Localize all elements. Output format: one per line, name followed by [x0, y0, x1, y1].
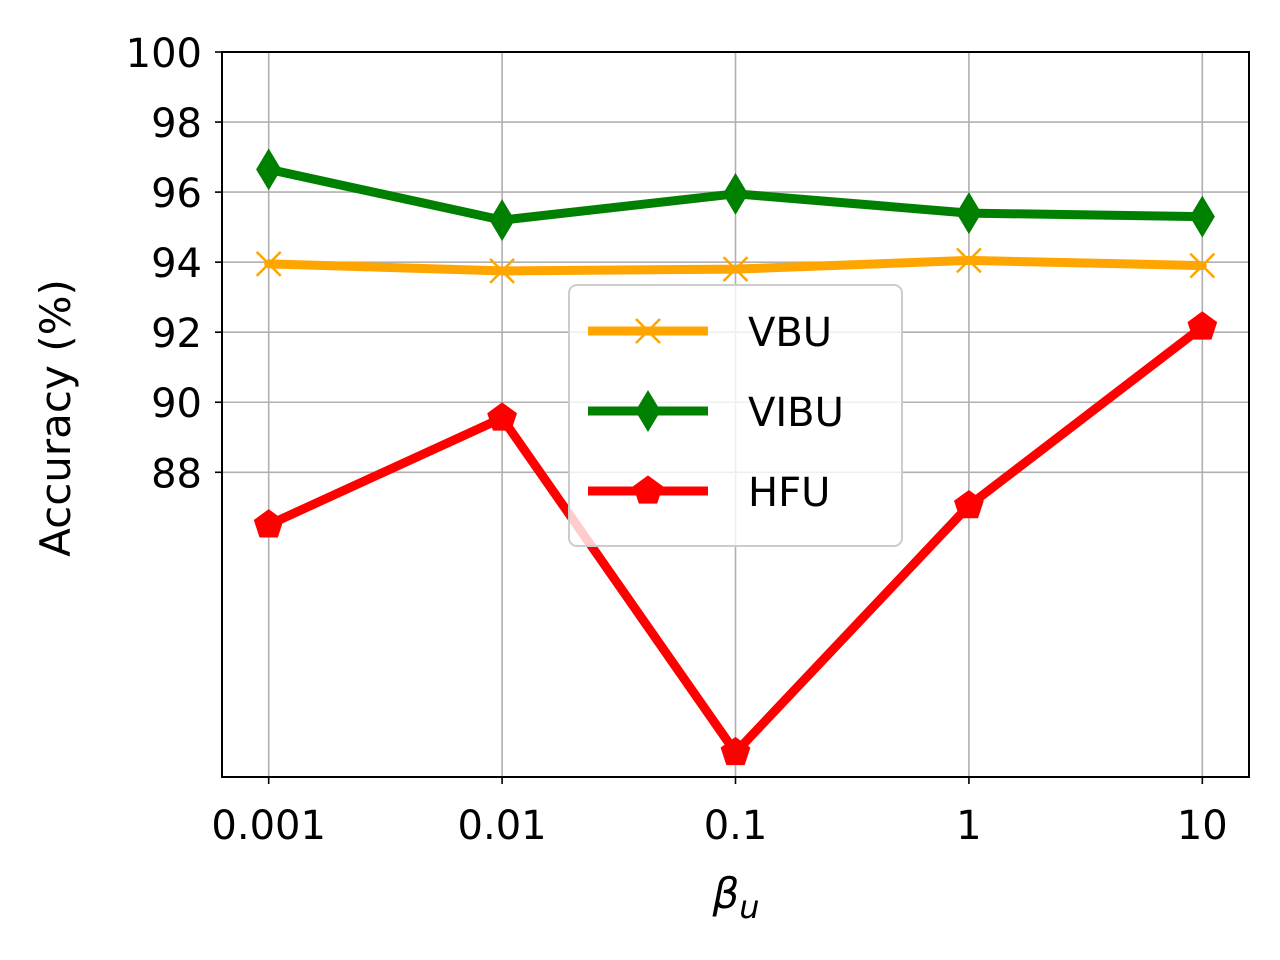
data-point-hfu	[487, 402, 517, 431]
legend: VBU VIBU HFU	[568, 284, 903, 547]
legend-marker	[633, 475, 663, 504]
legend-item-hfu: HFU	[588, 470, 830, 516]
legend-item-vibu: VIBU	[588, 390, 844, 436]
data-point-vibu	[722, 172, 749, 215]
legend-marker	[635, 318, 661, 344]
data-point-vbu	[489, 258, 515, 284]
x-tick-label: 10	[1177, 803, 1228, 849]
x-tick-label: 0.001	[211, 803, 326, 849]
data-point-hfu	[1187, 311, 1218, 340]
series-hfu	[253, 311, 1218, 766]
data-point-vibu	[489, 199, 515, 242]
x-tick-label: 1	[956, 803, 981, 849]
data-point-vbu	[1189, 252, 1216, 279]
x-axis-title: βu	[711, 869, 759, 926]
data-point-hfu	[720, 736, 751, 766]
data-point-vibu	[956, 192, 982, 235]
legend-marker	[635, 390, 661, 432]
y-tick-label: 92	[151, 311, 202, 357]
y-tick-label: 96	[151, 171, 202, 217]
data-point-hfu	[954, 489, 984, 519]
y-tick-label: 94	[151, 241, 202, 287]
ticks: 0.001 0.01 0.1 1 10 88 90 92 94 96 98 100	[126, 31, 1228, 849]
data-point-hfu	[253, 509, 284, 538]
data-point-vbu	[722, 256, 749, 283]
x-tick-label: 0.1	[704, 803, 768, 849]
data-point-vibu	[256, 148, 282, 191]
y-tick-label: 90	[151, 381, 202, 427]
x-axis-subscript: u	[739, 888, 759, 926]
y-tick-label: 98	[151, 101, 202, 147]
y-tick-label: 100	[126, 31, 202, 77]
y-axis-title: Accuracy (%)	[31, 279, 80, 557]
data-point-vbu	[255, 251, 282, 277]
series-layer	[253, 148, 1218, 766]
legend-label: VIBU	[748, 390, 844, 436]
legend-item-vbu: VBU	[588, 310, 832, 356]
legend-label: HFU	[748, 470, 830, 516]
data-point-vbu	[956, 247, 982, 274]
data-point-vibu	[1189, 195, 1215, 238]
x-tick-label: 0.01	[458, 803, 547, 849]
series-vbu	[255, 247, 1216, 284]
series-vibu	[256, 148, 1215, 242]
x-axis-symbol: β	[711, 869, 739, 918]
legend-label: VBU	[748, 310, 832, 356]
y-tick-label: 88	[151, 451, 202, 497]
